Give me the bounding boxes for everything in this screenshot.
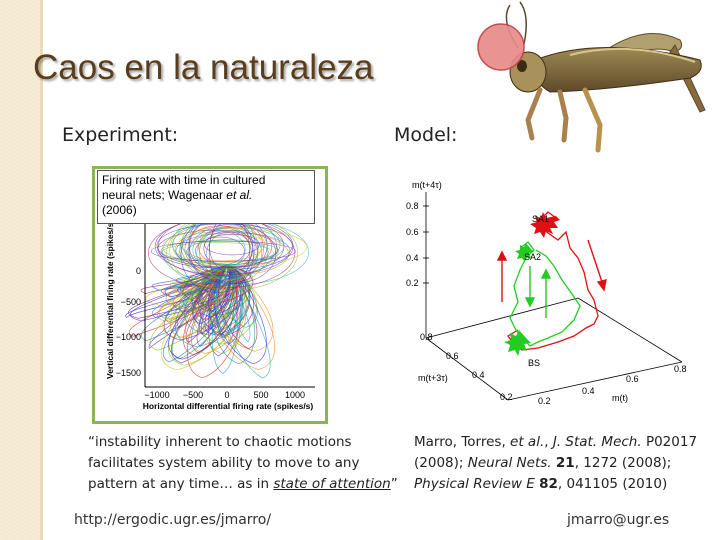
model-y-tick: 0.8 xyxy=(674,364,687,374)
exp-trajectory-orbit xyxy=(198,225,273,268)
ref-journal-neural: Neural Nets. xyxy=(467,455,552,471)
exp-trajectory-orbit xyxy=(181,226,265,262)
exp-trajectory-loop xyxy=(218,264,258,350)
exp-trajectory-loop xyxy=(198,264,231,335)
exp-trajectory-loop xyxy=(184,264,251,336)
exp-trajectory-loop xyxy=(202,264,247,355)
exp-trajectory-loop xyxy=(151,264,236,291)
exp-trajectory-orbit xyxy=(204,233,260,256)
caption-authors: neural nets; Wagenaar xyxy=(102,188,227,202)
side-decoration-strip xyxy=(0,0,40,540)
exp-ytick: 0 xyxy=(136,266,141,276)
slide-title: Caos en la naturaleza xyxy=(33,48,374,87)
exp-xtick: 0 xyxy=(224,390,229,400)
label-bs: BS xyxy=(528,358,540,368)
exp-trajectory-loop xyxy=(149,264,235,351)
reference-line-3: Physical Review E 82, 041105 (2010) xyxy=(414,474,697,495)
quote-block: “instability inherent to chaotic motions… xyxy=(88,432,398,495)
green-trajectory xyxy=(509,241,581,347)
model-y-label: m(t) xyxy=(612,393,628,403)
caption-line-3: (2006) xyxy=(102,203,137,217)
ref-neural-volume: 21 xyxy=(555,455,575,471)
exp-ytick: −500 xyxy=(121,297,141,307)
ref-authors: Marro, Torres, xyxy=(414,434,511,450)
ref-neural-pages: , 1272 (2008); xyxy=(574,455,672,471)
caption-line-1: Firing rate with time in cultured xyxy=(102,173,266,187)
model-z-tick: 0.8 xyxy=(406,201,419,211)
exp-trajectory-loop xyxy=(141,264,233,342)
model-z-tick: 0.4 xyxy=(406,253,419,263)
exp-trajectory-orbit xyxy=(162,228,308,266)
model-attractor-plot: m(t+4τ) 0.8 0.6 0.4 0.2 0.8 0.6 0.4 0.2 … xyxy=(406,180,687,406)
exp-trajectory-orbit xyxy=(175,232,291,270)
model-z-tick: 0.2 xyxy=(406,278,419,288)
exp-ylabel: Vertical differential firing rate (spike… xyxy=(105,220,115,379)
exp-trajectory-loop xyxy=(162,264,234,363)
ref-separator: , xyxy=(544,434,553,450)
model-z-tick: 0.6 xyxy=(406,227,419,237)
model-y-tick: 0.2 xyxy=(538,396,551,406)
label-sa1: SA1 xyxy=(532,214,549,224)
quote-line-1: “instability inherent to chaotic motions xyxy=(88,434,352,450)
ref-pre-pages: , 041105 (2010) xyxy=(557,476,668,492)
green-cluster-sa2 xyxy=(515,243,534,262)
highlight-circle xyxy=(477,23,525,71)
grasshopper-illustration xyxy=(505,1,706,153)
experiment-trajectories-plot: 0 −500 −1000 −1500 −1000 −500 0 500 1000… xyxy=(105,209,315,411)
quote-line-3-text: pattern at any time… as in xyxy=(88,476,274,492)
exp-trajectory-orbit xyxy=(182,227,285,265)
exp-trajectory-loop xyxy=(183,264,238,356)
references-block: Marro, Torres, et al., J. Stat. Mech. P0… xyxy=(414,432,697,495)
ref-year-2008: (2008); xyxy=(414,455,468,471)
red-cluster-sa1 xyxy=(530,212,560,238)
exp-xtick: 1000 xyxy=(285,390,305,400)
exp-ytick: −1000 xyxy=(116,332,141,342)
exp-trajectory-loop xyxy=(175,264,250,348)
quote-line-2: facilitates system ability to move to an… xyxy=(88,455,360,471)
ref-jstat-id: P02017 xyxy=(641,434,698,450)
exp-trajectory-orbit xyxy=(192,230,246,270)
model-x-tick: 0.6 xyxy=(446,351,459,361)
model-heading: Model: xyxy=(394,124,458,146)
quote-close-mark: ” xyxy=(390,476,398,492)
model-x-tick: 0.2 xyxy=(500,392,513,402)
exp-xtick: 500 xyxy=(253,390,268,400)
exp-trajectory-orbit xyxy=(174,231,260,268)
exp-trajectory-loop xyxy=(179,264,234,296)
footer-email-link[interactable]: jmarro@ugr.es xyxy=(567,512,670,528)
reference-line-2: (2008); Neural Nets. 21, 1272 (2008); xyxy=(414,453,697,474)
ref-et-al: et al. xyxy=(510,434,545,450)
model-x-tick: 0.8 xyxy=(420,332,433,342)
exp-xtick: −500 xyxy=(183,390,203,400)
reference-line-1: Marro, Torres, et al., J. Stat. Mech. P0… xyxy=(414,432,697,453)
experiment-heading: Experiment: xyxy=(62,124,179,146)
exp-xtick: −1000 xyxy=(144,390,169,400)
model-y-tick: 0.6 xyxy=(626,374,639,384)
model-x-tick: 0.4 xyxy=(472,370,485,380)
exp-ytick: −1500 xyxy=(116,368,141,378)
exp-trajectory-loop xyxy=(168,264,241,360)
label-sa2: SA2 xyxy=(524,252,541,262)
exp-trajectory-orbit xyxy=(150,240,296,262)
model-z-label: m(t+4τ) xyxy=(412,180,442,190)
quote-line-3: pattern at any time… as in state of atte… xyxy=(88,474,398,495)
exp-trajectory-loop xyxy=(213,264,267,365)
model-x-label: m(t+3τ) xyxy=(418,373,448,383)
red-trajectory xyxy=(507,211,599,351)
exp-xlabel: Horizontal differential firing rate (spi… xyxy=(143,401,314,411)
ref-journal-pre: Physical Review E xyxy=(414,476,535,492)
caption-et-al: et al. xyxy=(226,188,253,202)
ref-pre-volume: 82 xyxy=(539,476,558,492)
green-cluster-bs xyxy=(504,330,531,356)
caption-line-2: neural nets; Wagenaar et al. xyxy=(102,188,310,203)
exp-trajectory-loop xyxy=(156,264,236,322)
model-y-tick: 0.4 xyxy=(582,386,595,396)
side-strip-edge xyxy=(40,0,43,540)
experiment-caption: Firing rate with time in cultured neural… xyxy=(97,170,315,224)
quote-underlined-phrase: state of attention xyxy=(273,476,391,492)
footer-url-link[interactable]: http://ergodic.ugr.es/jmarro/ xyxy=(74,512,272,528)
ref-journal-jstat: J. Stat. Mech. xyxy=(552,434,642,450)
